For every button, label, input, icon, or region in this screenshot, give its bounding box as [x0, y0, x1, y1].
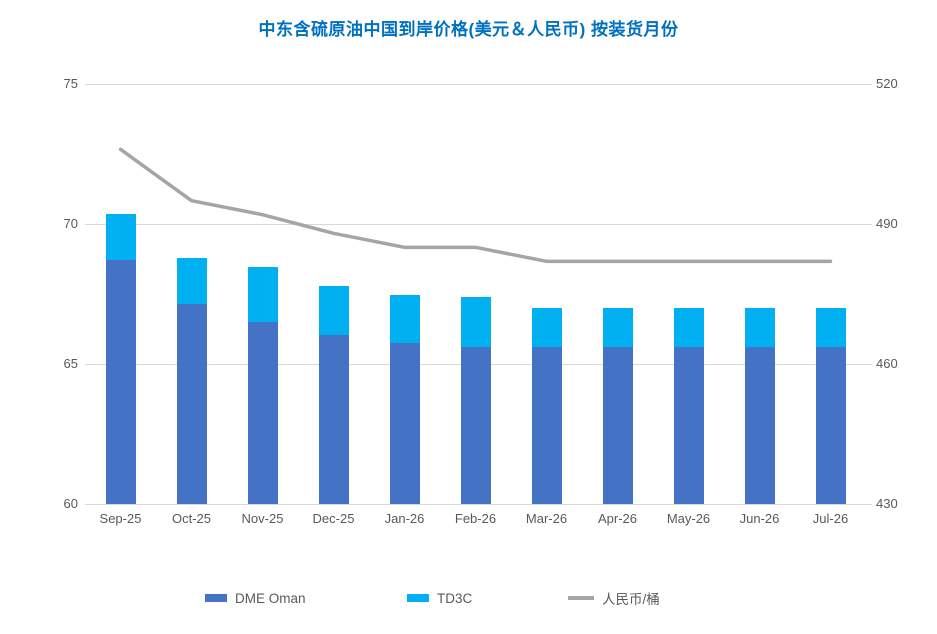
dme-oman-swatch-icon: [205, 594, 227, 602]
x-axis-label: May-26: [666, 511, 711, 526]
bar-segment-dme-oman: [460, 347, 491, 504]
bar-segment-td3c: [389, 295, 420, 343]
chart-title: 中东含硫原油中国到岸价格(美元＆人民币) 按装货月份: [258, 20, 679, 39]
bar-segment-td3c: [105, 214, 136, 261]
bar-segment-td3c: [460, 296, 491, 348]
plot-area: [85, 84, 872, 504]
x-axis-label: Jan-26: [384, 511, 425, 526]
bar-segment-td3c: [673, 308, 704, 348]
y-axis-right-tick: 430: [876, 496, 898, 511]
bar-segment-dme-oman: [176, 303, 207, 504]
y-axis-left-tick: 75: [63, 76, 78, 91]
bar-segment-td3c: [247, 267, 278, 322]
rmb-line-swatch-icon: [568, 596, 594, 600]
x-axis-label: Apr-26: [597, 511, 638, 526]
y-axis-left-tick: 70: [63, 216, 78, 231]
bar-segment-dme-oman: [602, 347, 633, 504]
x-axis-label: Feb-26: [454, 511, 497, 526]
bar-segment-dme-oman: [389, 343, 420, 504]
gridline: [85, 84, 872, 85]
x-axis-label: Jun-26: [739, 511, 780, 526]
bar-segment-td3c: [744, 308, 775, 348]
bar-segment-td3c: [176, 257, 207, 304]
legend-item-rmb-per-barrel: 人民币/桶: [568, 589, 660, 607]
bar-segment-dme-oman: [247, 322, 278, 504]
legend-item-dme-oman: DME Oman: [205, 589, 306, 607]
x-axis-label: Sep-25: [99, 511, 142, 526]
gridline: [85, 224, 872, 225]
bar-segment-dme-oman: [673, 347, 704, 504]
bar-segment-dme-oman: [744, 347, 775, 504]
x-axis-label: Jul-26: [812, 511, 849, 526]
legend-item-td3c: TD3C: [407, 589, 472, 607]
x-axis-label: Nov-25: [241, 511, 284, 526]
bar-segment-dme-oman: [105, 260, 136, 504]
y-axis-right-tick: 460: [876, 356, 898, 371]
y-axis-left-tick: 65: [63, 356, 78, 371]
legend-label-td3c: TD3C: [437, 590, 473, 606]
y-axis-right-tick: 520: [876, 76, 898, 91]
legend-label-rmb-per-barrel: 人民币/桶: [602, 592, 660, 607]
legend: DME Oman TD3C 人民币/桶: [0, 589, 937, 607]
gridline: [85, 504, 872, 505]
x-axis-label: Mar-26: [525, 511, 568, 526]
bar-segment-td3c: [815, 308, 846, 348]
bar-segment-dme-oman: [815, 347, 846, 504]
bar-segment-dme-oman: [531, 347, 562, 504]
rmb-per-barrel-line: [118, 147, 833, 264]
bar-segment-td3c: [531, 308, 562, 348]
bar-segment-dme-oman: [318, 334, 349, 504]
legend-label-dme-oman: DME Oman: [235, 590, 306, 606]
x-axis-label: Dec-25: [312, 511, 355, 526]
bar-segment-td3c: [318, 285, 349, 335]
y-axis-right-tick: 490: [876, 216, 898, 231]
y-axis-left-tick: 60: [63, 496, 78, 511]
x-axis-label: Oct-25: [171, 511, 211, 526]
bar-segment-td3c: [602, 308, 633, 348]
td3c-swatch-icon: [407, 594, 429, 602]
